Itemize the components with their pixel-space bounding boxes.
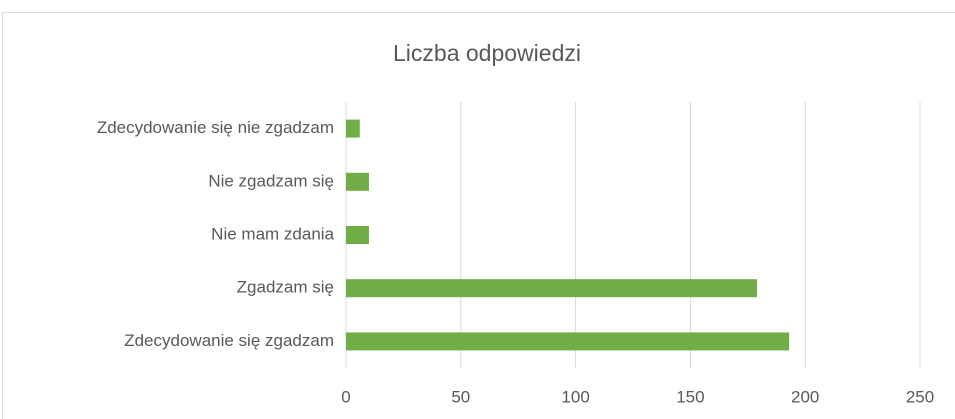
bar bbox=[346, 226, 369, 244]
x-tick-label: 0 bbox=[341, 387, 350, 406]
x-tick-label: 100 bbox=[561, 387, 589, 406]
y-tick-label: Nie mam zdania bbox=[211, 224, 334, 243]
x-tick-label: 200 bbox=[791, 387, 819, 406]
y-tick-label: Nie zgadzam się bbox=[208, 171, 334, 190]
x-tick-label: 250 bbox=[906, 387, 934, 406]
y-tick-label: Zdecydowanie się zgadzam bbox=[124, 331, 334, 350]
x-tick-label: 50 bbox=[451, 387, 470, 406]
bar bbox=[346, 119, 360, 138]
chart-title: Liczba odpowiedzi bbox=[393, 40, 581, 66]
bar bbox=[346, 172, 369, 191]
y-tick-label: Zgadzam się bbox=[237, 278, 334, 297]
bar bbox=[346, 332, 790, 351]
x-tick-label: 150 bbox=[676, 387, 704, 406]
bar bbox=[346, 279, 757, 298]
y-tick-label: Zdecydowanie się nie zgadzam bbox=[97, 118, 334, 137]
chart-frame bbox=[2, 12, 955, 419]
